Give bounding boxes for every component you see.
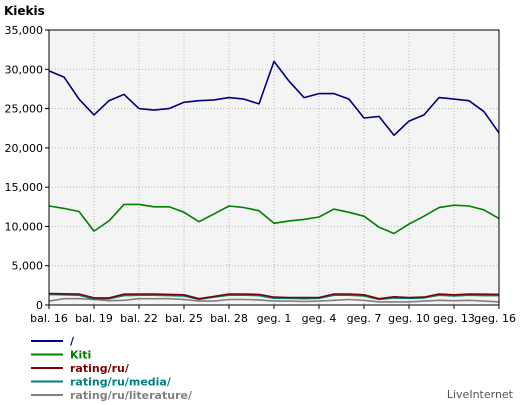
y-tick-label: 30,000 <box>5 63 44 76</box>
legend-label-0: / <box>70 335 75 348</box>
brand-label: LiveInternet <box>447 388 514 401</box>
series-lines <box>48 60 500 303</box>
legend-label-1: Kiti <box>70 349 91 362</box>
grid <box>49 30 499 305</box>
plot-area <box>49 30 499 305</box>
y-tick-label: 20,000 <box>5 142 44 155</box>
series-line-1 <box>48 203 500 235</box>
x-tick-label: geg. 10 <box>388 312 430 325</box>
y-axis: 0 5,000 10,000 15,000 20,000 25,000 30,000 35,0… <box>5 24 49 312</box>
x-tick-label: geg. 13 <box>433 312 475 325</box>
series-line-2 <box>48 292 500 300</box>
series-line-4 <box>48 297 500 303</box>
legend: /Kitirating/ru/rating/ru/media/rating/ru… <box>31 335 193 402</box>
y-tick-label: 25,000 <box>5 103 44 116</box>
series-line-0 <box>48 60 500 137</box>
plot-frame <box>48 29 500 306</box>
x-tick-label: geg. 7 <box>347 312 382 325</box>
x-tick-label: bal. 19 <box>75 312 113 325</box>
y-tick-label: 15,000 <box>5 181 44 194</box>
x-tick-label: bal. 25 <box>165 312 203 325</box>
x-tick-label: bal. 16 <box>30 312 68 325</box>
y-tick-label: 5,000 <box>12 260 44 273</box>
y-tick-label: 35,000 <box>5 24 44 37</box>
x-tick-label: bal. 22 <box>120 312 158 325</box>
legend-label-3: rating/ru/media/ <box>70 376 172 389</box>
y-tick-label: 10,000 <box>5 220 44 233</box>
x-tick-label: bal. 28 <box>210 312 248 325</box>
chart-title: Kiekis <box>4 4 45 18</box>
x-tick-label: geg. 4 <box>302 312 337 325</box>
x-tick-label: geg. 16 <box>474 312 516 325</box>
x-axis: bal. 16 bal. 19 bal. 22 bal. 25 bal. 28 geg. … <box>30 305 516 325</box>
x-tick-label: geg. 1 <box>257 312 292 325</box>
y-tick-label: 0 <box>36 299 43 312</box>
legend-label-4: rating/ru/literature/ <box>70 389 193 402</box>
legend-label-2: rating/ru/ <box>70 362 130 375</box>
